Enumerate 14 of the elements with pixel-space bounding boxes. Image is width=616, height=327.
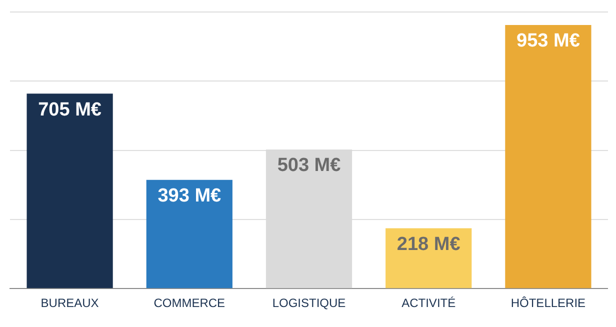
x-tick-label: COMMERCE [154, 296, 226, 310]
bar [505, 25, 592, 288]
data-label: 503 M€ [277, 155, 342, 176]
x-tick-label: LOGISTIQUE [272, 296, 346, 310]
data-label: 393 M€ [158, 186, 222, 207]
data-label: 218 M€ [396, 234, 461, 256]
x-tick-label: BUREAUX [40, 296, 99, 310]
bar [386, 228, 472, 288]
x-tick-label: HÔTELLERIE [510, 296, 586, 310]
bar [26, 94, 113, 288]
data-label: 953 M€ [516, 30, 580, 52]
data-label: 705 M€ [38, 99, 102, 120]
x-tick-label: ACTIVITÉ [402, 296, 456, 310]
bar [146, 180, 232, 288]
